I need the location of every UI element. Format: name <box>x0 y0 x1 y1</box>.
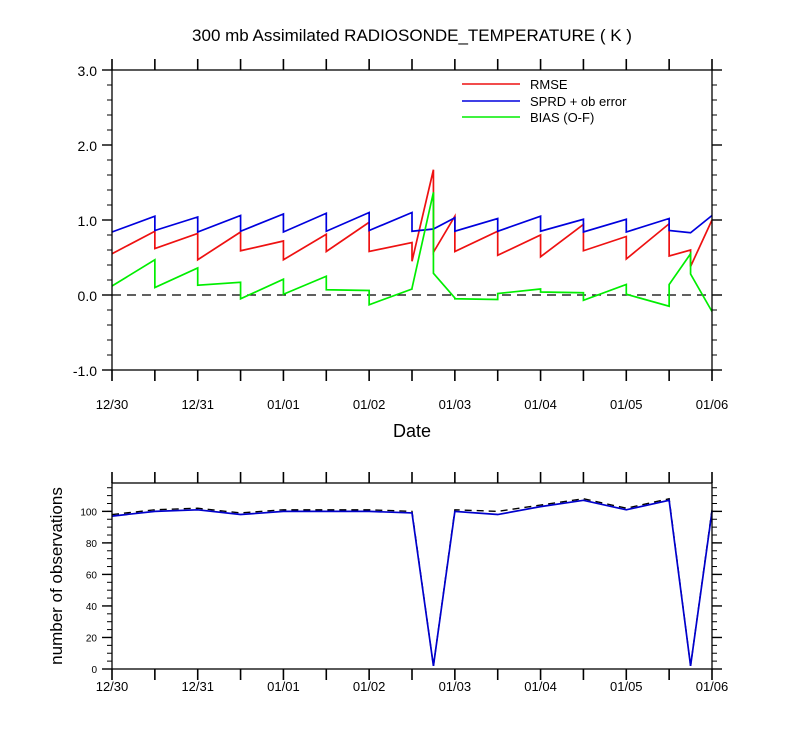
top-series-layer <box>111 169 713 312</box>
top-panel: -1.0 0.0 1.0 2.0 3.0 12/30 12/31 01/01 01/02 01/0… <box>73 59 728 441</box>
top-x-tick-label: 01/02 <box>353 397 386 412</box>
legend-label-bias: BIAS (O-F) <box>530 110 594 125</box>
bottom-x-tick-label: 01/01 <box>267 679 300 694</box>
bottom-y-tick-label: 40 <box>86 602 98 613</box>
bottom-y-tick-label: 20 <box>86 633 98 644</box>
bottom-x-tick-label: 01/06 <box>696 679 729 694</box>
top-plot-frame <box>111 69 713 371</box>
legend: RMSE SPRD + ob error BIAS (O-F) <box>462 77 627 125</box>
bottom-y-tick-label: 60 <box>86 570 98 581</box>
chart-title: 300 mb Assimilated RADIOSONDE_TEMPERATUR… <box>192 26 632 45</box>
top-tick-layer <box>102 59 722 381</box>
top-series-bias-o-f <box>111 192 713 312</box>
bottom-tick-layer <box>102 472 722 680</box>
bottom-y-tick-label: 0 <box>91 665 97 676</box>
top-x-tick-label: 12/31 <box>181 397 214 412</box>
bottom-labels-layer: 0 20 40 60 80 100 12/30 12/31 01/01 01/02 01/03 01/… <box>80 507 728 694</box>
bottom-x-tick-label: 01/02 <box>353 679 386 694</box>
bottom-x-tick-label: 12/30 <box>96 679 129 694</box>
top-x-tick-label: 01/06 <box>696 397 729 412</box>
bottom-y-tick-label: 100 <box>80 507 97 518</box>
top-y-tick-label: 0.0 <box>78 288 98 304</box>
bottom-x-tick-label: 01/03 <box>439 679 472 694</box>
top-x-tick-label: 01/01 <box>267 397 300 412</box>
bottom-x-tick-label: 01/05 <box>610 679 643 694</box>
top-x-tick-label: 01/04 <box>524 397 557 412</box>
top-y-tick-label: 1.0 <box>78 213 98 229</box>
top-x-tick-label: 12/30 <box>96 397 129 412</box>
top-x-tick-label: 01/05 <box>610 397 643 412</box>
x-axis-title: Date <box>393 421 431 441</box>
y-axis-title-observations: number of observations <box>47 487 66 665</box>
top-y-tick-label: 3.0 <box>78 63 98 79</box>
top-series-sprd-ob-error <box>111 211 713 234</box>
bottom-series-observations-used <box>111 499 713 666</box>
bottom-x-tick-label: 01/04 <box>524 679 557 694</box>
top-y-tick-label: 2.0 <box>78 138 98 154</box>
legend-label-rmse: RMSE <box>530 77 568 92</box>
top-x-tick-label: 01/03 <box>439 397 472 412</box>
top-labels-layer: -1.0 0.0 1.0 2.0 3.0 12/30 12/31 01/01 01/02 01/0… <box>73 63 728 412</box>
bottom-plot-frame <box>111 482 713 670</box>
bottom-series-observations-possible <box>111 497 713 666</box>
bottom-x-tick-label: 12/31 <box>181 679 214 694</box>
bottom-panel: 0 20 40 60 80 100 12/30 12/31 01/01 01/02 01/03 01/… <box>47 472 728 694</box>
bottom-y-tick-label: 80 <box>86 539 98 550</box>
legend-label-sprd: SPRD + ob error <box>530 94 627 109</box>
top-y-tick-label: -1.0 <box>73 363 97 379</box>
bottom-series-layer <box>111 497 713 666</box>
